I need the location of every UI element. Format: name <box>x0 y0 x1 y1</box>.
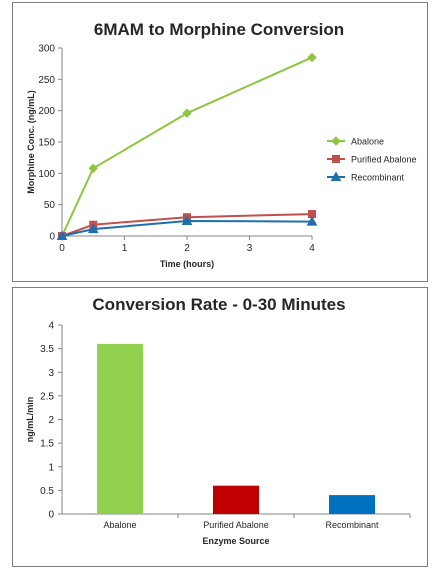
x-tick-label: Abalone <box>103 520 136 530</box>
data-point <box>88 163 98 174</box>
series-line-purified-abalone <box>61 213 313 237</box>
legend-marker <box>330 171 342 181</box>
x-tick-label: 4 <box>309 243 315 254</box>
data-point <box>181 215 193 225</box>
chart-title: Conversion Rate - 0-30 Minutes <box>92 295 345 314</box>
data-point <box>306 216 318 226</box>
x-tick-label: Recombinant <box>325 520 379 530</box>
legend-marker <box>332 155 340 163</box>
y-tick-label: 250 <box>38 75 55 86</box>
x-tick-label: 1 <box>122 243 128 254</box>
data-point <box>56 230 68 240</box>
x-tick-label: 3 <box>247 243 253 254</box>
y-tick-label: 1.5 <box>40 439 54 450</box>
y-tick-label: 0 <box>49 232 55 243</box>
legend-label: Recombinant <box>351 173 405 183</box>
y-tick-label: 3.5 <box>40 344 54 355</box>
y-tick-label: 200 <box>38 106 55 117</box>
data-point <box>182 108 192 118</box>
y-tick-label: 100 <box>38 169 55 180</box>
x-axis-title: Enzyme Source <box>202 536 269 546</box>
x-tick-label: 0 <box>59 243 65 254</box>
y-tick-label: 50 <box>44 200 56 211</box>
bar-purified-abalone <box>213 485 259 514</box>
bar-chart-panel: Conversion Rate - 0-30 Minutes 0 0.5 1 1.5 2 2… <box>0 287 438 569</box>
x-tick-label: Purified Abalone <box>203 520 269 530</box>
series-line-abalone <box>61 56 313 237</box>
legend-label: Purified Abalone <box>351 155 417 165</box>
data-point <box>307 52 317 63</box>
y-tick-label: 300 <box>38 44 55 55</box>
y-tick-label: 1 <box>48 462 54 473</box>
chart-title: 6MAM to Morphine Conversion <box>94 20 344 39</box>
y-tick-label: 3 <box>48 368 54 379</box>
series-line-recombinant <box>61 219 313 237</box>
y-axis-title: Morphine Conc. (ng/mL) <box>26 90 36 194</box>
x-axis-title: Time (hours) <box>160 259 214 269</box>
y-tick-label: 0 <box>48 510 54 521</box>
y-tick-label: 0.5 <box>40 486 54 497</box>
line-chart: 6MAM to Morphine Conversion 0 50 100 150 200 2… <box>26 20 417 269</box>
bar-abalone <box>97 343 143 514</box>
y-tick-label: 2.5 <box>40 391 54 402</box>
legend-label: Abalone <box>351 137 384 147</box>
line-chart-frame <box>12 2 428 282</box>
line-chart-panel: 6MAM to Morphine Conversion 0 50 100 150 200 2… <box>0 0 438 283</box>
bar-chart: Conversion Rate - 0-30 Minutes 0 0.5 1 1.5 2 2… <box>25 295 411 546</box>
legend-marker <box>331 136 341 146</box>
y-axis-title: ng/mL/min <box>25 397 35 443</box>
y-tick-label: 4 <box>48 321 54 332</box>
y-tick-label: 2 <box>48 415 54 426</box>
bar-recombinant <box>329 495 375 514</box>
y-tick-label: 150 <box>38 138 55 149</box>
data-point <box>87 223 99 234</box>
bar-chart-frame <box>12 287 428 567</box>
x-tick-label: 2 <box>184 243 190 254</box>
